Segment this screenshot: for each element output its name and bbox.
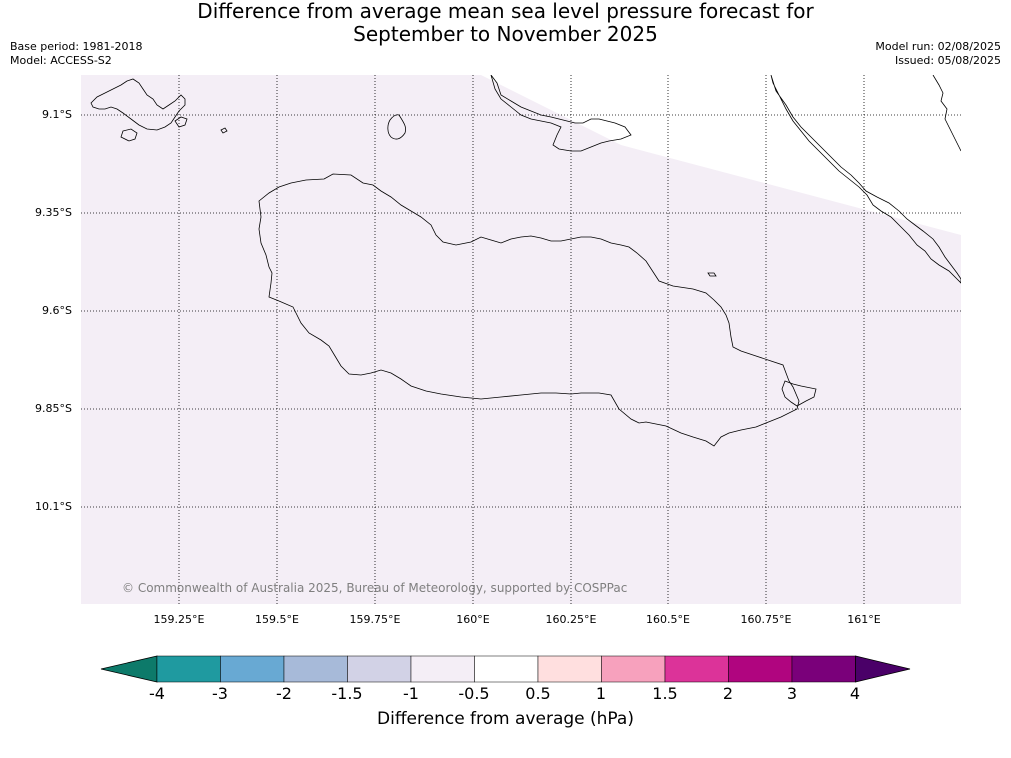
colorbar-tick: -2 — [276, 684, 292, 703]
model-name: Model: ACCESS-S2 — [10, 54, 112, 67]
title-line-1: Difference from average mean sea level p… — [197, 0, 814, 23]
meta-left: Base period: 1981-2018 Model: ACCESS-S2 — [10, 40, 142, 68]
florida-islet-coast — [220, 127, 228, 134]
map-canvas — [81, 75, 961, 604]
lon-label: 161°E — [847, 613, 881, 626]
colorbar-segment — [283, 655, 348, 683]
lon-label: 160.5°E — [646, 613, 690, 626]
guadalcanal-coast — [258, 173, 800, 447]
colorbar-segment — [156, 655, 221, 683]
gridlines — [81, 75, 961, 604]
lon-label: 160°E — [456, 613, 490, 626]
copyright-notice: © Commonwealth of Australia 2025, Bureau… — [122, 581, 628, 595]
colorbar-segment — [664, 655, 729, 683]
coastlines — [90, 75, 961, 447]
lat-label: 10.1°S — [35, 500, 72, 513]
colorbar-tick: 2 — [722, 684, 734, 703]
base-period: Base period: 1981-2018 — [10, 40, 143, 53]
colorbar-tick: 1.5 — [652, 684, 678, 703]
colorbar-tick: 3 — [786, 684, 798, 703]
florida-island-small-coast — [120, 128, 138, 142]
lon-label: 159.75°E — [349, 613, 401, 626]
lat-label: 9.85°S — [35, 402, 72, 415]
colorbar-segment — [474, 655, 539, 683]
colorbar-tick: -0.5 — [458, 684, 490, 703]
colorbar-segment — [347, 655, 412, 683]
colorbar-segment — [601, 655, 666, 683]
islet-coast — [707, 272, 717, 277]
colorbar-tick: -1.5 — [331, 684, 363, 703]
colorbar-tick: -4 — [149, 684, 165, 703]
lat-label: 9.1°S — [42, 108, 72, 121]
colorbar-segment — [410, 655, 475, 683]
meta-right: Model run: 02/08/2025 Issued: 05/08/2025 — [875, 40, 1001, 68]
savo-island-coast — [387, 114, 407, 140]
map-title: Difference from average mean sea level p… — [0, 0, 1011, 46]
title-line-2: September to November 2025 — [353, 22, 658, 46]
neutral-wedge — [481, 75, 961, 235]
model-run: Model run: 02/08/2025 — [875, 40, 1001, 53]
colorbar-segment — [791, 655, 856, 683]
colorbar-tick: 0.5 — [525, 684, 551, 703]
marau-islets-coast — [781, 380, 817, 407]
colorbar-extend-high — [855, 655, 911, 683]
lat-label: 9.35°S — [35, 206, 72, 219]
colorbar-tick: 4 — [849, 684, 861, 703]
colorbar-tick: 1 — [595, 684, 607, 703]
makira-coast — [770, 75, 961, 284]
lat-label: 9.6°S — [42, 304, 72, 317]
florida-islet-coast — [174, 116, 188, 128]
issued-date: Issued: 05/08/2025 — [894, 54, 1001, 67]
colorbar-extend-low — [100, 655, 158, 683]
malaita-west-coast — [490, 75, 632, 152]
lon-label: 160.75°E — [740, 613, 792, 626]
colorbar-tick: -1 — [403, 684, 419, 703]
colorbar — [100, 655, 911, 683]
colorbar-tick: -3 — [212, 684, 228, 703]
colorbar-segment — [728, 655, 793, 683]
lon-label: 159.25°E — [153, 613, 205, 626]
colorbar-segment — [537, 655, 602, 683]
makira-east-coast — [932, 75, 961, 152]
florida-islands-coast — [90, 78, 186, 131]
map-panel — [81, 75, 961, 604]
lon-label: 159.5°E — [255, 613, 299, 626]
colorbar-segment — [220, 655, 285, 683]
lon-label: 160.25°E — [545, 613, 597, 626]
colorbar-label: Difference from average (hPa) — [377, 709, 634, 729]
colorbar-segments — [100, 655, 911, 683]
